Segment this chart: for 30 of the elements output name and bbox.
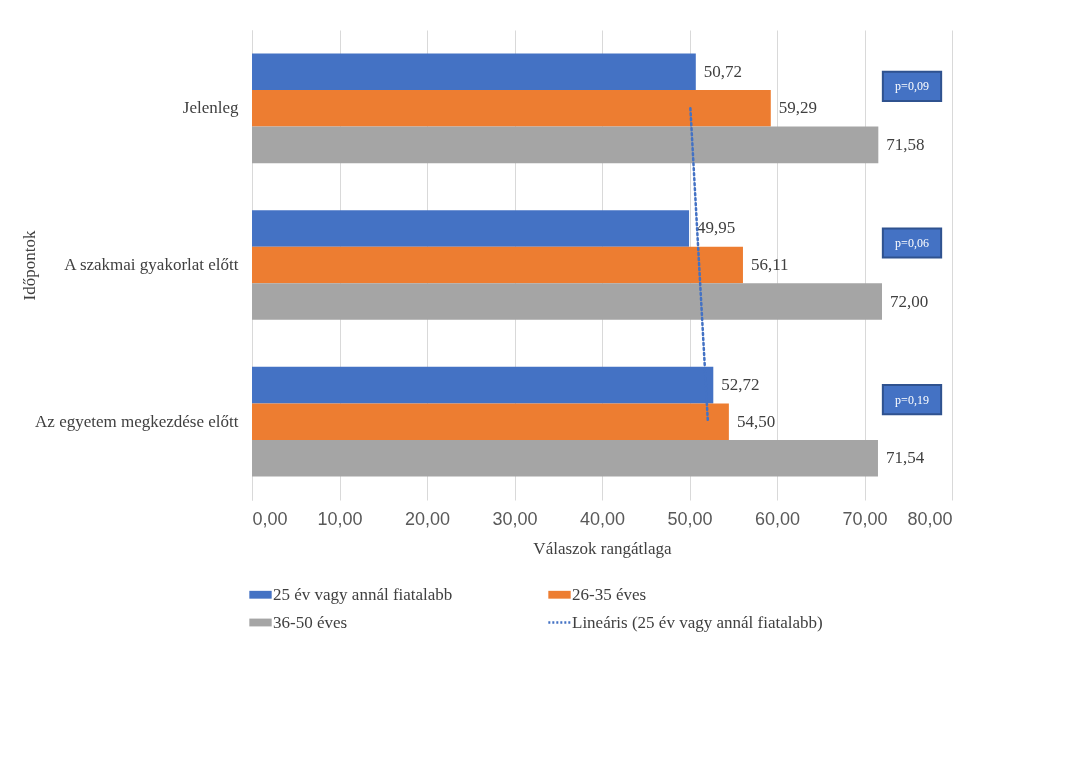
legend-label: 26-35 éves: [572, 584, 647, 604]
x-tick-label: 50,00: [667, 508, 713, 529]
y-axis-title: Időpontok: [19, 230, 39, 301]
x-tick-label: 80,00: [907, 508, 953, 529]
y-tick-label: Jelenleg: [182, 98, 239, 118]
x-tick-label: 60,00: [754, 508, 801, 529]
x-tick-label: 70,00: [842, 508, 888, 529]
annotation: p=0,09: [895, 79, 929, 94]
legend-label: 36-50 éves: [273, 612, 348, 632]
x-tick-label: 0,00: [252, 508, 288, 529]
annotation: p=0,06: [895, 236, 929, 250]
x-tick-label: 10,00: [317, 508, 363, 529]
x-tick-label: 20,00: [404, 508, 451, 529]
data-label: 72,00: [890, 291, 929, 311]
y-tick-label: A szakmai gyakorlat előtt: [64, 255, 239, 274]
legend-label: 25 év vagy annál fiatalabb: [273, 584, 453, 604]
data-label: 49,95: [697, 218, 736, 238]
legend-label: Lineáris (25 év vagy annál fiatalabb): [572, 612, 823, 632]
x-tick-label: 30,00: [492, 508, 538, 529]
data-label: 59,29: [778, 98, 818, 118]
data-label: 54,50: [736, 411, 776, 431]
y-tick-label: Az egyetem megkezdése előtt: [35, 411, 239, 431]
data-label: 50,72: [703, 61, 743, 81]
annotation: p=0,19: [895, 392, 929, 407]
x-tick-label: 40,00: [579, 508, 626, 529]
data-label: 52,72: [721, 375, 760, 395]
data-label: 56,11: [750, 255, 789, 274]
data-label: 71,54: [885, 448, 925, 468]
data-label: 71,58: [886, 134, 925, 154]
x-axis-title: Válaszok rangátlaga: [533, 538, 673, 558]
